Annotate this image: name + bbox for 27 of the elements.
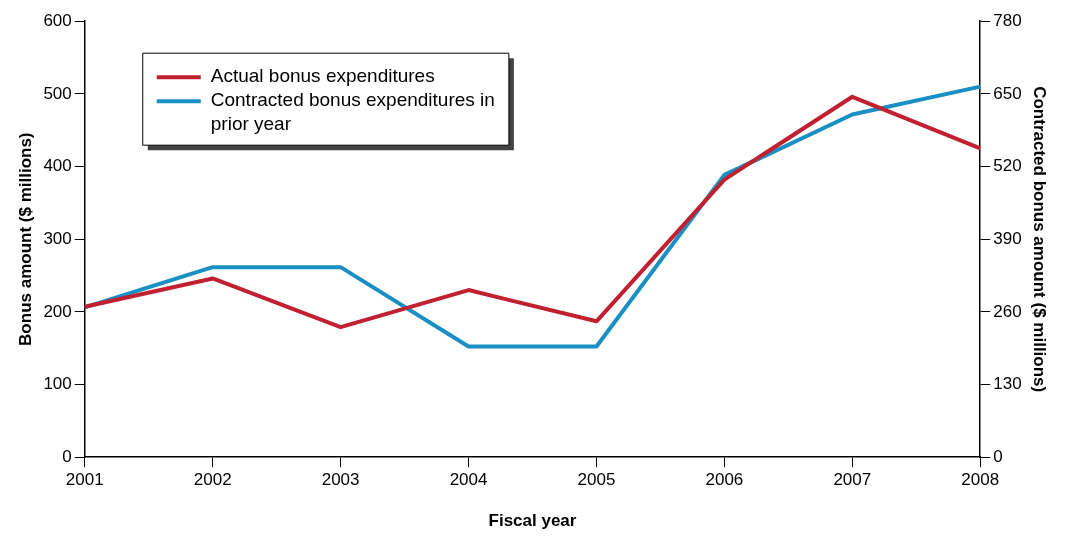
legend-label: Contracted bonus expenditures in prior year <box>210 89 495 135</box>
y2-tick-label: 260 <box>993 301 1022 321</box>
x-tick-label: 2005 <box>577 470 616 490</box>
x-axis-title: Fiscal year <box>488 511 577 531</box>
y-tick-label: 0 <box>62 446 72 466</box>
x-tick-label: 2001 <box>65 470 104 490</box>
y-tick-label: 200 <box>43 301 72 321</box>
y2-tick-label: 520 <box>993 156 1022 176</box>
x-tick-label: 2003 <box>321 470 360 490</box>
x-tick-label: 2006 <box>705 470 744 490</box>
x-tick-label: 2004 <box>449 470 488 490</box>
y-tick-label: 300 <box>43 228 72 248</box>
y-tick-label: 100 <box>43 374 72 394</box>
y-tick-label: 400 <box>43 156 72 176</box>
y2-tick-label: 130 <box>993 374 1022 394</box>
x-tick-label: 2002 <box>193 470 232 490</box>
y2-tick-label: 650 <box>993 83 1022 103</box>
y2-tick-label: 0 <box>993 446 1003 466</box>
y-axis-title: Bonus amount ($ millions) <box>15 132 35 346</box>
y2-tick-label: 780 <box>993 10 1022 30</box>
y-tick-label: 600 <box>43 10 72 30</box>
legend-label: Actual bonus expenditures <box>210 65 435 87</box>
y-tick-label: 500 <box>43 83 72 103</box>
x-tick-label: 2008 <box>961 470 1000 490</box>
y2-axis-title: Contracted bonus amount ($ millions) <box>1030 86 1050 393</box>
x-tick-label: 2007 <box>833 470 872 490</box>
y2-tick-label: 390 <box>993 228 1022 248</box>
